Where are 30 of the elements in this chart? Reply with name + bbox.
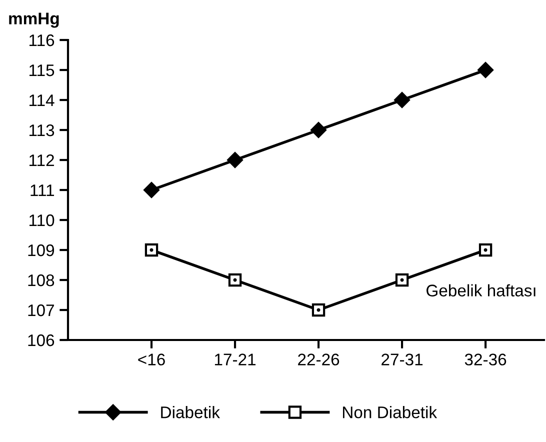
point (312, 303, 326, 317)
y-tick-label: 107 (28, 304, 54, 316)
y-axis-title: mmHg (9, 12, 59, 28)
point (227, 152, 243, 168)
y-tick-label: 110 (30, 214, 54, 226)
point (478, 243, 492, 257)
y-tick-label: 114 (30, 94, 54, 106)
y-tick-label: 113 (30, 124, 54, 136)
y-tick-label: 109 (28, 244, 54, 256)
point (228, 273, 242, 287)
y-tick-label: 111 (30, 184, 54, 196)
y-tick-label: 108 (28, 274, 54, 286)
point (394, 92, 410, 108)
point (144, 243, 158, 257)
y-tick-label: 106 (28, 334, 54, 346)
legend-label: Diabetik (161, 406, 220, 418)
y-tick-label: 115 (30, 64, 54, 76)
legend-label: Non Diabetik (343, 406, 438, 418)
point (478, 62, 494, 78)
annotation: Gebelik haftası (426, 284, 536, 296)
x-tick-label: <16 (138, 354, 165, 366)
x-tick-label: 27-31 (382, 354, 423, 366)
y-tick-label: 112 (30, 154, 54, 166)
x-tick-label: 17-21 (214, 354, 256, 366)
y-tick-label: 116 (30, 34, 54, 46)
point (395, 273, 409, 287)
x-tick-label: 22-26 (298, 354, 340, 366)
point (144, 182, 160, 198)
x-tick-label: 32-36 (464, 354, 506, 366)
point (310, 122, 326, 138)
